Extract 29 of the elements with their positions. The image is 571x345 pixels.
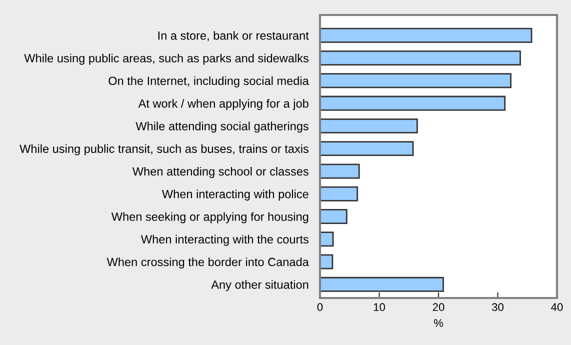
y-tick-label: While using public areas, such as parks and sidewalks <box>24 54 308 65</box>
y-tick-label: When attending school or classes <box>132 166 308 178</box>
bar <box>320 209 348 224</box>
y-tick-label: When crossing the border into Canada <box>106 258 309 269</box>
y-tick-label: While using public transit, such as buses, trains or taxis <box>20 144 308 156</box>
x-tick-label: 40 <box>551 303 563 312</box>
bar <box>320 254 334 270</box>
y-tick-label: When interacting with the courts <box>140 234 308 246</box>
x-axis-title: % <box>434 319 444 327</box>
x-tick-label: 30 <box>492 303 504 312</box>
y-tick-label: While attending social gatherings <box>136 122 308 133</box>
y-tick-label: On the Internet, including social media <box>108 76 309 88</box>
y-tick-label: Any other situation <box>211 280 308 292</box>
bar <box>320 141 414 156</box>
x-tick-label: 0 <box>317 303 323 312</box>
y-tick-label: At work / when applying for a job <box>138 99 308 110</box>
bar <box>320 232 334 247</box>
y-tick-label: In a store, bank or restaurant <box>158 31 309 42</box>
y-tick-label: When interacting with police <box>162 190 308 201</box>
x-tick-label: 20 <box>432 303 444 312</box>
bar <box>320 118 418 134</box>
y-tick-label: When seeking or applying for housing <box>111 212 308 224</box>
bar <box>320 164 360 179</box>
bar <box>320 186 358 202</box>
bar <box>320 50 521 66</box>
bar <box>320 73 512 88</box>
bar <box>320 28 532 43</box>
x-tick-label: 10 <box>374 303 385 312</box>
bar <box>320 96 506 111</box>
